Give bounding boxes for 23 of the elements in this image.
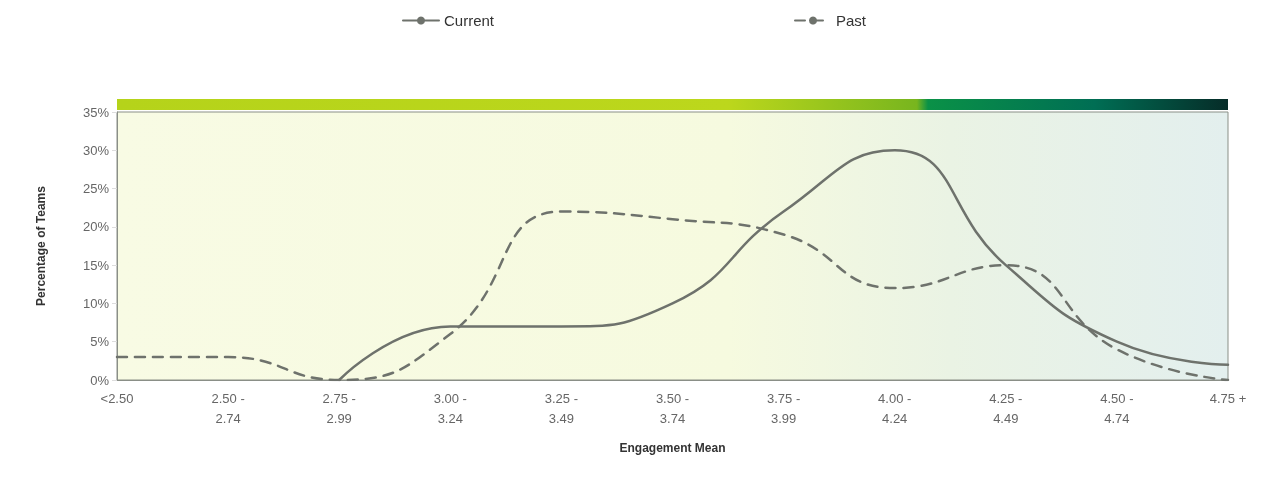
y-tick-label: 20% [82, 219, 110, 235]
legend-label: Current [443, 12, 495, 29]
x-tick-label: 4.50 - 4.74 [1100, 390, 1134, 426]
y-tick-label: 5% [90, 334, 110, 350]
x-tick-label: 3.00 - 3.24 [433, 390, 467, 426]
y-tick-label: 25% [82, 181, 110, 197]
y-tick-label: 30% [82, 142, 110, 158]
x-tick-label: 3.75 - 3.99 [766, 390, 801, 426]
y-tick-label: 35% [82, 104, 110, 120]
x-axis-title: Engagement Mean [619, 441, 726, 455]
x-tick-label: <2.50 [100, 390, 134, 406]
x-tick-label: 3.50 - 3.74 [655, 390, 690, 426]
y-axis-title: Percentage of Teams [34, 185, 48, 306]
x-tick-label: 2.50 - 2.74 [211, 390, 245, 426]
x-tick-label: 4.75 + [1209, 390, 1247, 406]
y-tick-label: 0% [90, 372, 110, 388]
x-tick-label: 4.00 - 4.24 [878, 390, 912, 426]
x-tick-label: 3.25 - 3.49 [544, 390, 579, 426]
x-tick-label: 4.25 - 4.49 [989, 390, 1023, 426]
y-tick-label: 10% [82, 295, 110, 311]
y-tick-label: 15% [82, 257, 110, 273]
legend-label: Past [836, 12, 867, 29]
x-tick-label: 2.75 - 2.99 [322, 390, 356, 426]
